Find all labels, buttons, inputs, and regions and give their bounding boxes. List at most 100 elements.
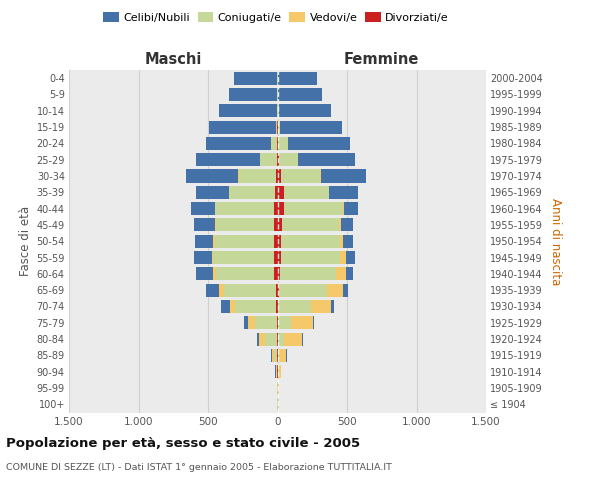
Bar <box>279 284 327 296</box>
Bar <box>274 349 277 362</box>
Text: COMUNE DI SEZZE (LT) - Dati ISTAT 1° gennaio 2005 - Elaborazione TUTTITALIA.IT: COMUNE DI SEZZE (LT) - Dati ISTAT 1° gen… <box>6 462 392 471</box>
Bar <box>212 251 214 264</box>
Bar <box>343 202 344 215</box>
Bar <box>219 104 277 118</box>
Bar <box>276 284 277 296</box>
Bar <box>343 284 348 296</box>
Bar <box>313 316 314 330</box>
Bar <box>275 120 277 134</box>
Y-axis label: Anni di nascita: Anni di nascita <box>550 198 562 285</box>
Bar <box>277 153 280 166</box>
Bar <box>196 186 229 199</box>
Bar <box>327 284 343 296</box>
Bar <box>341 218 353 232</box>
Bar <box>346 268 353 280</box>
Bar <box>214 251 274 264</box>
Bar <box>278 88 322 101</box>
Bar <box>215 234 274 248</box>
Bar <box>277 251 281 264</box>
Bar <box>282 218 339 232</box>
Bar <box>185 170 238 182</box>
Bar <box>281 234 340 248</box>
Bar <box>248 316 255 330</box>
Bar <box>265 332 277 345</box>
Bar <box>274 218 277 232</box>
Bar <box>274 234 277 248</box>
Bar <box>329 186 358 199</box>
Bar <box>277 170 281 182</box>
Bar <box>274 202 277 215</box>
Bar <box>280 268 335 280</box>
Bar <box>344 202 358 215</box>
Bar <box>281 170 320 182</box>
Bar <box>335 268 346 280</box>
Bar <box>224 284 276 296</box>
Bar <box>235 300 277 313</box>
Bar <box>233 72 277 85</box>
Bar <box>206 137 271 150</box>
Bar <box>275 186 277 199</box>
Bar <box>346 251 355 264</box>
Bar <box>277 186 284 199</box>
Bar <box>194 234 214 248</box>
Bar <box>229 88 277 101</box>
Bar <box>216 268 274 280</box>
Bar <box>276 365 277 378</box>
Bar <box>279 349 286 362</box>
Bar <box>277 218 282 232</box>
Bar <box>298 153 355 166</box>
Text: Popolazione per età, sesso e stato civile - 2005: Popolazione per età, sesso e stato civil… <box>6 438 360 450</box>
Bar <box>339 218 341 232</box>
Bar <box>239 170 276 182</box>
Bar <box>221 300 230 313</box>
Bar <box>196 153 260 166</box>
Bar <box>216 218 274 232</box>
Bar <box>278 349 279 362</box>
Bar <box>311 300 331 313</box>
Bar <box>272 349 274 362</box>
Legend: Celibi/Nubili, Coniugati/e, Vedovi/e, Divorziati/e: Celibi/Nubili, Coniugati/e, Vedovi/e, Di… <box>99 8 453 28</box>
Bar <box>275 365 276 378</box>
Bar <box>271 349 272 362</box>
Bar <box>194 218 215 232</box>
Bar <box>278 104 331 118</box>
Bar <box>302 332 303 345</box>
Bar <box>331 300 334 313</box>
Bar <box>191 202 215 215</box>
Bar <box>229 186 275 199</box>
Bar <box>206 284 219 296</box>
Bar <box>257 332 259 345</box>
Bar <box>278 316 291 330</box>
Bar <box>209 120 275 134</box>
Bar <box>284 186 329 199</box>
Bar <box>260 153 277 166</box>
Bar <box>278 120 280 134</box>
Bar <box>277 300 278 313</box>
Bar <box>255 316 277 330</box>
Text: Maschi: Maschi <box>145 52 202 68</box>
Bar <box>276 170 277 182</box>
Bar <box>278 137 289 150</box>
Bar <box>289 137 350 150</box>
Bar <box>274 268 277 280</box>
Bar <box>278 300 311 313</box>
Bar <box>194 251 212 264</box>
Bar <box>215 202 274 215</box>
Bar <box>213 268 216 280</box>
Bar <box>259 332 265 345</box>
Bar <box>196 268 213 280</box>
Bar <box>343 234 353 248</box>
Bar <box>214 234 215 248</box>
Bar <box>340 251 346 264</box>
Bar <box>280 153 298 166</box>
Bar <box>277 202 284 215</box>
Bar <box>277 268 280 280</box>
Bar <box>274 251 277 264</box>
Bar <box>277 234 281 248</box>
Bar <box>278 365 281 378</box>
Bar <box>320 170 367 182</box>
Text: Femmine: Femmine <box>344 52 419 68</box>
Bar <box>219 284 224 296</box>
Bar <box>230 300 235 313</box>
Bar <box>280 120 342 134</box>
